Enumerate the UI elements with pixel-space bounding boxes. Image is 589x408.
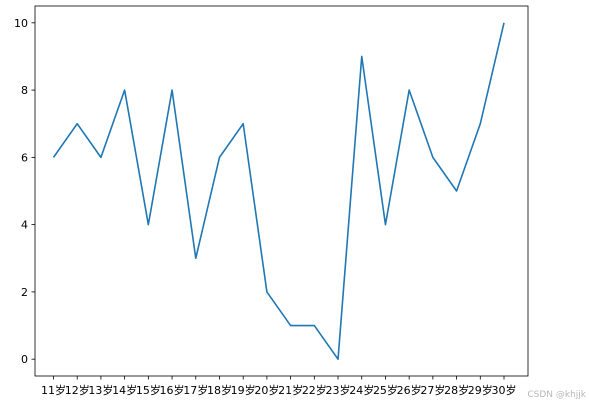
x-tick-label: 26岁	[397, 383, 422, 397]
x-tick-label: 30岁	[492, 383, 517, 397]
x-tick-label: 11岁	[41, 383, 66, 397]
y-axis-ticks: 0 2 4 6 8 10	[14, 17, 35, 366]
y-tick-label: 8	[21, 84, 28, 97]
y-tick-label: 6	[21, 151, 28, 164]
x-tick-label: 28岁	[444, 383, 469, 397]
x-tick-label: 13岁	[88, 383, 113, 397]
y-tick-label: 4	[21, 219, 28, 232]
x-tick-label: 12岁	[65, 383, 90, 397]
plot-frame	[34, 5, 529, 377]
x-tick-label: 24岁	[349, 383, 374, 397]
series-line-layer	[52, 22, 505, 360]
x-tick-label: 29岁	[468, 383, 493, 397]
x-tick-label: 15岁	[136, 383, 161, 397]
x-tick-label: 21岁	[278, 383, 303, 397]
y-tick-label: 10	[14, 17, 28, 30]
x-tick-label: 18岁	[207, 383, 232, 397]
x-tick-label: 19岁	[231, 383, 256, 397]
x-tick-label: 20岁	[254, 383, 279, 397]
x-tick-label: 25岁	[373, 383, 398, 397]
y-tick-label: 0	[21, 353, 28, 366]
x-tick-label: 22岁	[302, 383, 327, 397]
x-tick-label: 14岁	[112, 383, 137, 397]
x-axis-ticks: 11岁12岁13岁14岁15岁16岁17岁18岁19岁20岁21岁22岁23岁2…	[41, 376, 517, 397]
series-line	[52, 22, 505, 360]
x-tick-label: 16岁	[160, 383, 185, 397]
x-tick-label: 27岁	[420, 383, 445, 397]
y-tick-label: 2	[21, 286, 28, 299]
x-tick-label: 23岁	[326, 383, 351, 397]
watermark-text: CSDN @khjjk	[527, 390, 586, 400]
x-tick-label: 17岁	[183, 383, 208, 397]
